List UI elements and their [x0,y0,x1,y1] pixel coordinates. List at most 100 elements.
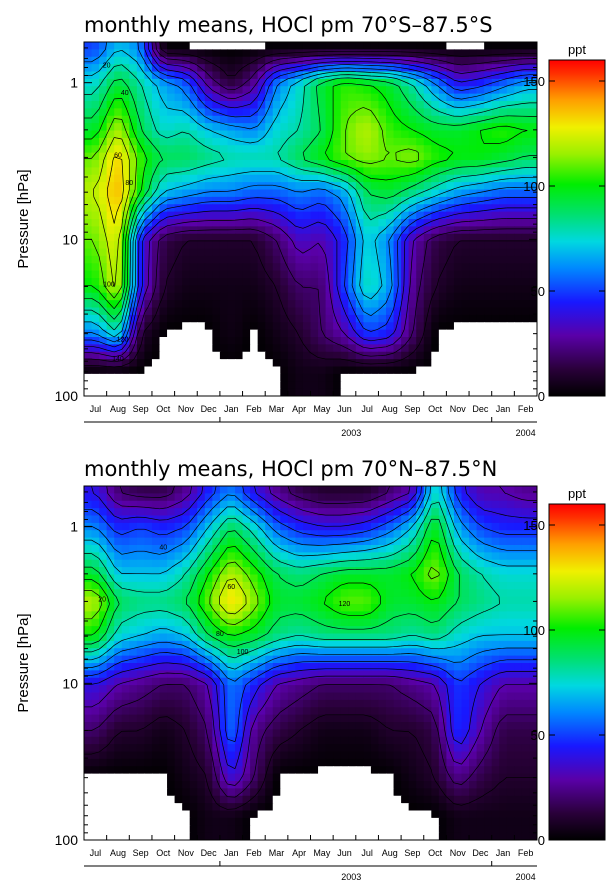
heatmap-cell [295,300,304,309]
heatmap-cell [174,196,183,205]
heatmap-cell [318,285,327,294]
heatmap-cell [363,56,372,65]
heatmap-cell [318,722,327,730]
heatmap-cell [506,604,515,612]
heatmap-cell [302,337,312,345]
heatmap-cell [121,522,130,531]
heatmap-cell [514,101,523,109]
heatmap-cell [393,359,402,368]
heatmap-cell [114,626,123,635]
heatmap-cell [144,71,153,80]
heatmap-cell [431,270,440,279]
heatmap-cell [363,552,372,561]
heatmap-cell [484,515,493,524]
heatmap-cell [227,500,236,509]
heatmap-cell [129,255,138,264]
heatmap-cell [340,699,349,708]
heatmap-cell [453,270,463,279]
heatmap-cell [295,596,304,605]
heatmap-cell [393,552,402,561]
heatmap-cell [355,707,364,716]
heatmap-cell [250,145,259,154]
heatmap-cell [333,329,342,338]
heatmap-cell [106,182,115,191]
heatmap-cell [431,49,440,58]
heatmap-cell [197,314,206,323]
heatmap-cell [363,670,372,679]
heatmap-cell [521,167,531,176]
heatmap-cell [333,366,342,375]
contour-line [84,42,537,343]
heatmap-cell [393,123,402,132]
heatmap-cell [423,204,432,213]
heatmap-cell [197,351,206,360]
heatmap-cell [197,663,206,671]
heatmap-cell [84,248,93,257]
heatmap-cell [310,596,319,605]
heatmap-cell [272,71,281,80]
heatmap-cell [91,648,100,657]
heatmap-cell [287,130,296,139]
heatmap-cell [136,189,145,198]
heatmap-cell [363,49,372,58]
heatmap-cell [219,189,229,198]
heatmap-cell [446,42,455,50]
heatmap-cell [340,567,349,576]
heatmap-cell [370,537,380,546]
heatmap-cell [182,322,191,331]
heatmap-cell [408,204,417,213]
heatmap-cell [136,545,145,553]
heatmap-cell [287,263,296,272]
heatmap-cell [235,604,244,612]
heatmap-cell [174,373,183,382]
heatmap-cell [182,685,191,694]
heatmap-cell [151,522,161,531]
heatmap-cell [370,226,380,235]
heatmap-cell [182,292,191,301]
heatmap-cell [99,93,108,102]
heatmap-cell [355,677,364,686]
heatmap-cell [446,493,455,502]
heatmap-cell [363,226,372,235]
heatmap-cell [212,93,221,102]
contour-label: 60 [114,152,122,159]
heatmap-cell [295,56,304,65]
heatmap-cell [302,545,312,553]
heatmap-cell [280,589,289,598]
heatmap-cell [280,567,289,576]
heatmap-cell [159,130,168,139]
heatmap-cell [136,115,145,124]
heatmap-cell [499,589,508,598]
heatmap-cell [386,307,395,316]
heatmap-cell [235,677,244,686]
heatmap-cell [348,226,357,235]
heatmap-cell [401,515,410,524]
heatmap-cell [401,640,410,649]
heatmap-cell [416,344,425,353]
heatmap-cell [151,211,161,220]
heatmap-cell [144,699,153,708]
heatmap-cell [423,559,432,568]
heatmap-cell [484,611,493,620]
heatmap-cell [302,278,312,286]
heatmap-cell [529,219,537,227]
heatmap-cell [506,108,515,117]
heatmap-cell [499,596,508,605]
heatmap-cell [204,145,213,154]
heatmap-cell [461,508,470,517]
heatmap-cell [159,655,168,664]
heatmap-cell [174,64,183,73]
heatmap-cell [370,618,380,627]
heatmap-cell [189,537,198,546]
heatmap-cell [476,145,485,154]
heatmap-cell [167,508,176,517]
heatmap-cell [174,626,183,635]
heatmap-cell [151,145,161,154]
heatmap-cell [484,42,493,50]
heatmap-cell [529,56,537,65]
heatmap-cell [257,692,266,701]
heatmap-cell [151,174,161,183]
heatmap-cell [280,388,289,396]
heatmap-cell [521,581,531,590]
heatmap-cell [431,160,440,168]
